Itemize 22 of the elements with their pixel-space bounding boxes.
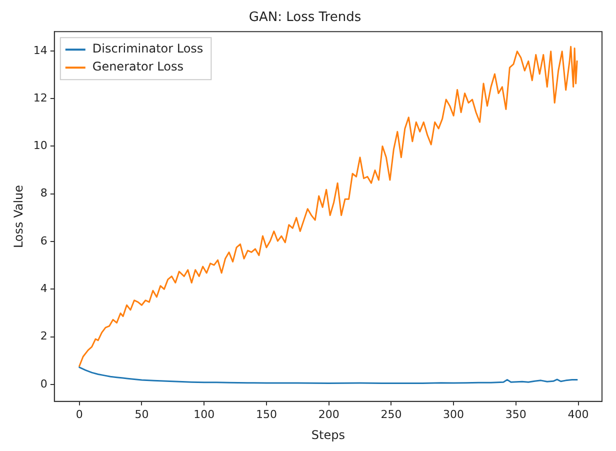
y-tick-label: 10 xyxy=(33,139,48,152)
y-tick-label: 2 xyxy=(40,330,48,343)
chart-title: GAN: Loss Trends xyxy=(248,10,362,26)
y-tick-label: 12 xyxy=(33,91,48,104)
x-tick-label: 350 xyxy=(505,408,526,421)
x-axis-title: Steps xyxy=(311,428,345,442)
y-tick-label: 14 xyxy=(33,44,48,57)
legend-label: Discriminator Loss xyxy=(92,42,204,56)
y-tick-label: 6 xyxy=(40,234,48,248)
y-tick-label: 0 xyxy=(40,377,48,390)
x-tick-label: 50 xyxy=(134,408,149,421)
y-axis-title: Loss Value xyxy=(11,184,26,248)
x-tick-label: 400 xyxy=(568,408,589,421)
legend-label: Generator Loss xyxy=(92,60,184,74)
x-tick-label: 150 xyxy=(256,408,277,421)
x-tick-label: 300 xyxy=(443,408,464,421)
y-tick-label: 4 xyxy=(40,282,48,296)
x-tick-label: 0 xyxy=(76,408,83,421)
y-tick-label: 8 xyxy=(40,186,48,200)
x-tick-label: 200 xyxy=(318,408,340,421)
x-tick-label: 250 xyxy=(380,408,402,421)
x-tick-label: 100 xyxy=(194,408,215,421)
